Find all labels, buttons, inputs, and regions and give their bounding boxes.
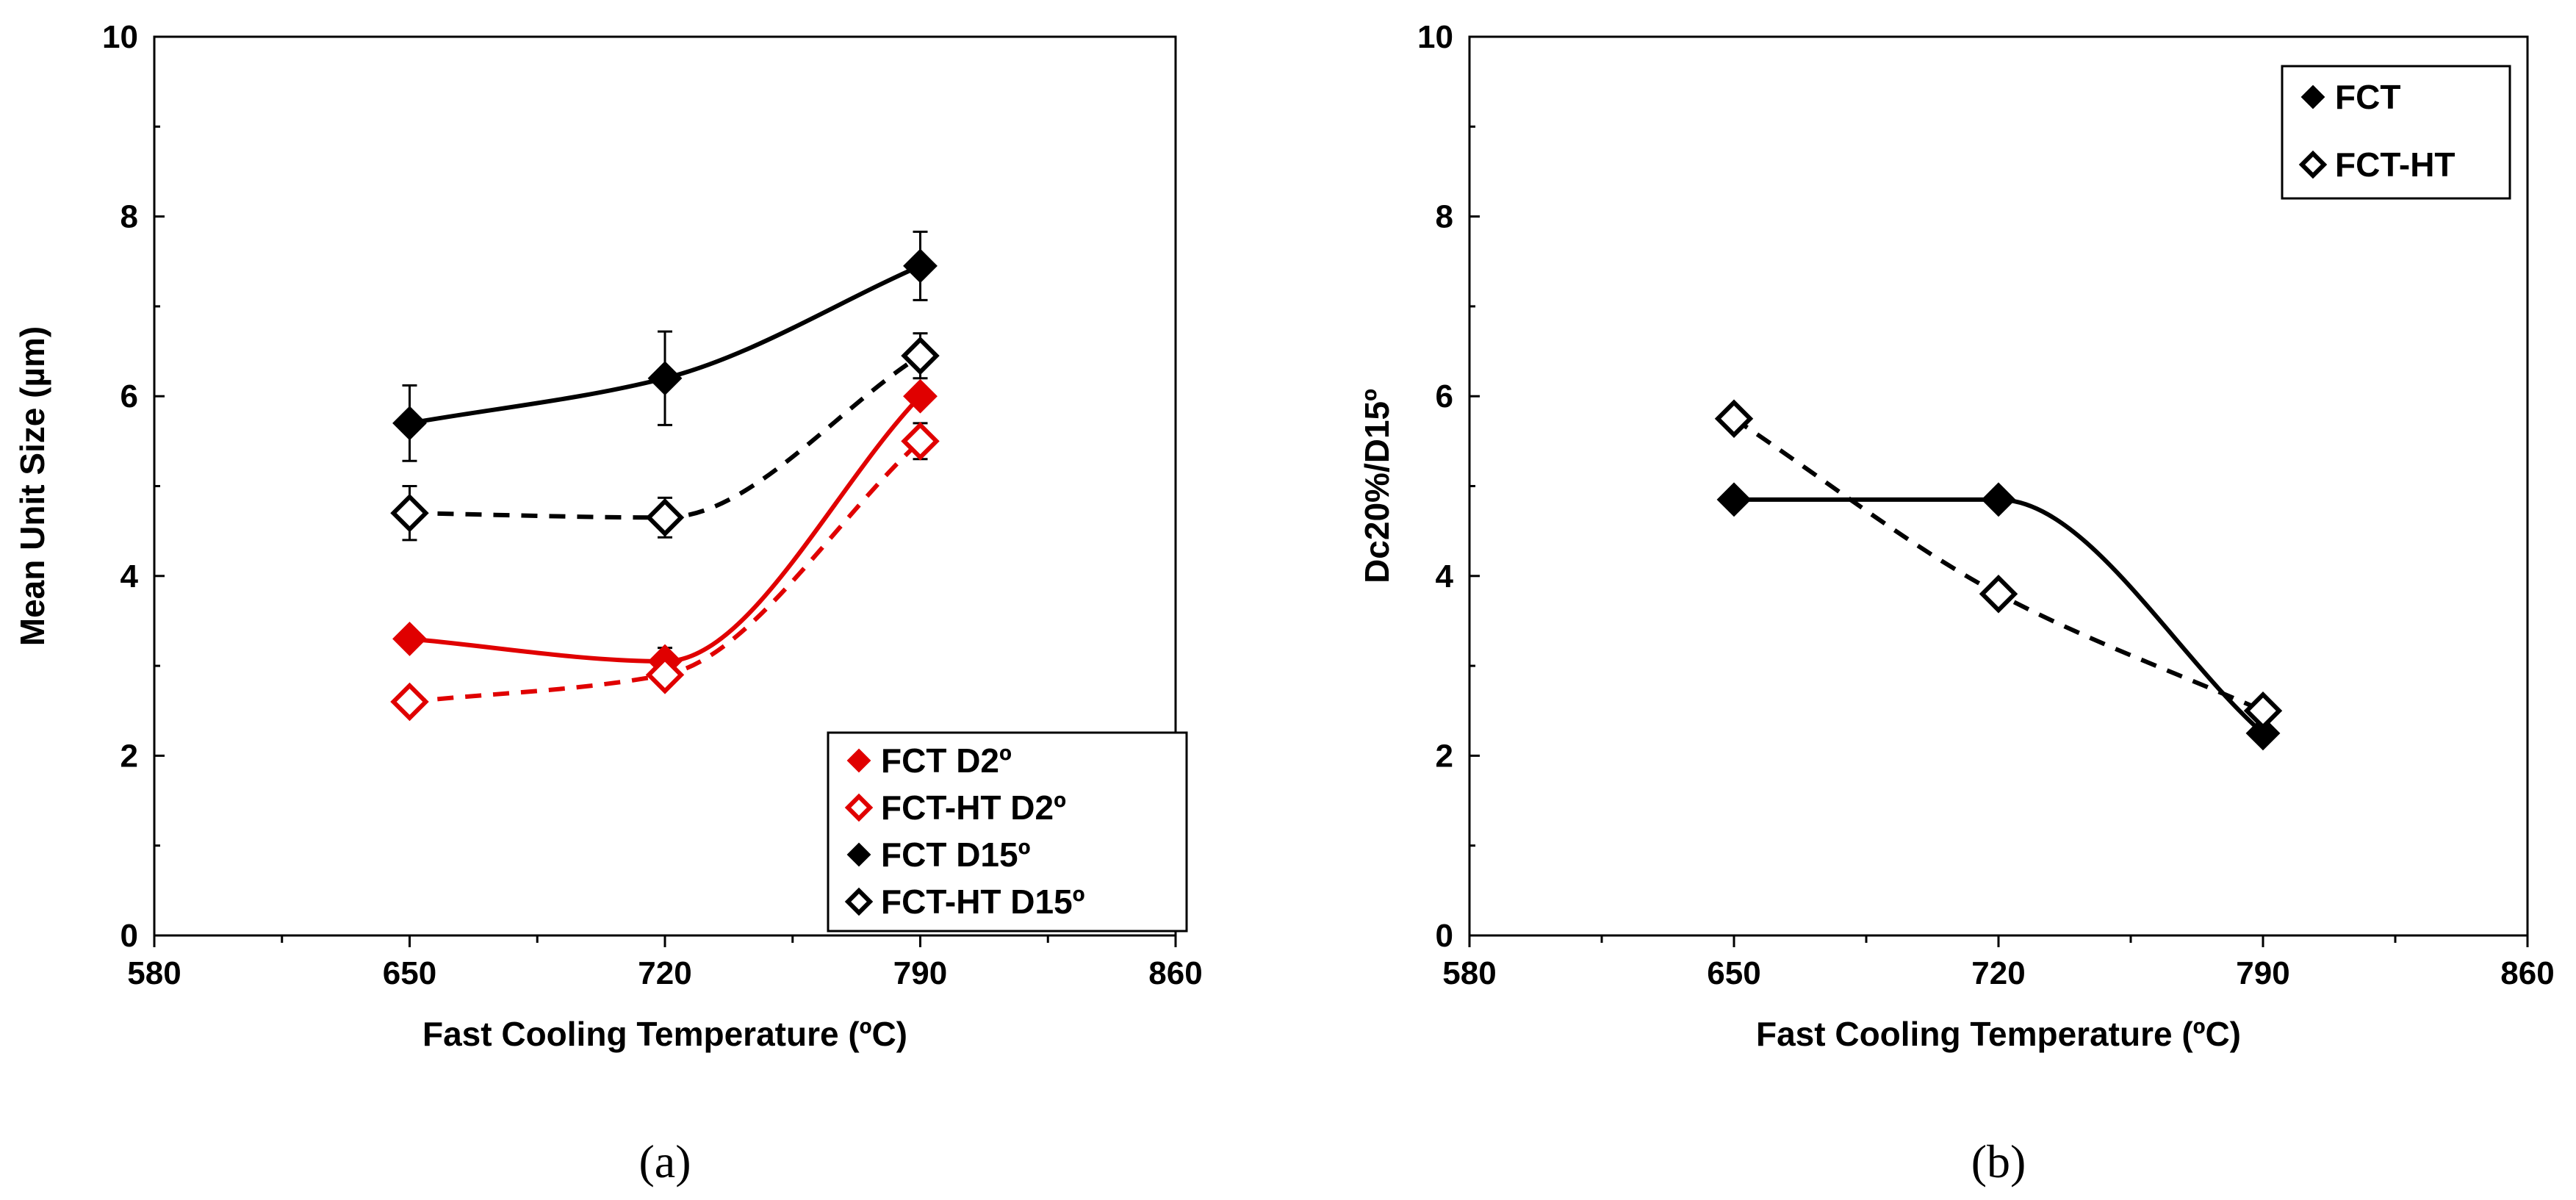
legend-marker (2300, 85, 2325, 109)
y-axis-title: Mean Unit Size (µm) (13, 326, 51, 646)
y-tick-label: 10 (1417, 19, 1453, 55)
x-tick-label: 720 (1971, 955, 2025, 991)
y-tick-label: 0 (120, 918, 138, 954)
data-point (1981, 482, 2016, 517)
series-line (1733, 417, 2264, 713)
panel-b-chart: 0 2 4 6 8 10 580 650 720 790 860 Fast Cooling Tempe… (1358, 19, 2555, 1188)
y-tick-label: 2 (120, 738, 138, 774)
x-tick-label: 650 (1707, 955, 1760, 991)
data-point (1716, 482, 1752, 517)
data-point (647, 361, 683, 396)
y-tick-label: 0 (1436, 918, 1453, 954)
series-line (1733, 497, 2264, 736)
y-tick-label: 10 (102, 19, 138, 55)
data-point (1979, 575, 2018, 614)
panel-label: (a) (638, 1135, 691, 1188)
panel-label: (b) (1971, 1135, 2026, 1188)
legend-marker (846, 748, 871, 773)
x-tick-label: 580 (1442, 955, 1496, 991)
series-line (409, 395, 922, 664)
legend-label: FCT D15º (881, 836, 1031, 874)
x-tick-label: 860 (1148, 955, 1202, 991)
legend-marker (846, 842, 871, 867)
x-tick-label: 790 (893, 955, 947, 991)
x-tick-label: 720 (638, 955, 691, 991)
x-tick-label: 580 (127, 955, 181, 991)
legend-marker (844, 793, 874, 822)
x-axis-title: Fast Cooling Temperature (ºC) (422, 1015, 907, 1053)
data-point (392, 621, 427, 656)
data-point (901, 336, 940, 376)
legend-label: FCT-HT D2º (881, 788, 1066, 827)
y-tick-label: 8 (1436, 199, 1453, 235)
legend-box (827, 731, 1188, 933)
data-point (2243, 691, 2283, 730)
series-line (409, 439, 922, 705)
data-point (903, 378, 938, 414)
y-tick-label: 8 (120, 199, 138, 235)
legend-label: FCT-HT (2335, 145, 2456, 184)
data-point (390, 682, 429, 722)
y-tick-label: 6 (120, 378, 138, 414)
legend-marker (2298, 150, 2328, 179)
data-point (392, 406, 427, 441)
y-tick-label: 2 (1436, 738, 1453, 774)
data-point (903, 248, 938, 284)
y-tick-label: 6 (1436, 378, 1453, 414)
data-point (901, 422, 940, 461)
x-tick-label: 650 (383, 955, 436, 991)
legend-marker (844, 887, 874, 916)
y-axis-title: Dc20%/D15º (1358, 389, 1396, 583)
x-axis-title: Fast Cooling Temperature (ºC) (1756, 1015, 2241, 1053)
data-point (645, 498, 685, 537)
legend-label: FCT D2º (881, 741, 1012, 780)
legend-box (2281, 65, 2511, 200)
panel-a-chart: 0 2 4 6 8 10 580 650 720 790 860 Fast Cooling Tempe… (13, 19, 1203, 1188)
data-point (645, 655, 685, 694)
legend-label: FCT (2335, 78, 2400, 116)
data-point (390, 493, 429, 533)
x-tick-label: 790 (2236, 955, 2289, 991)
legend-label: FCT-HT D15º (881, 883, 1085, 921)
y-tick-label: 4 (120, 558, 139, 594)
data-point (1714, 399, 1754, 439)
data-point (2245, 716, 2281, 751)
y-tick-label: 4 (1436, 558, 1454, 594)
x-tick-label: 860 (2500, 955, 2554, 991)
